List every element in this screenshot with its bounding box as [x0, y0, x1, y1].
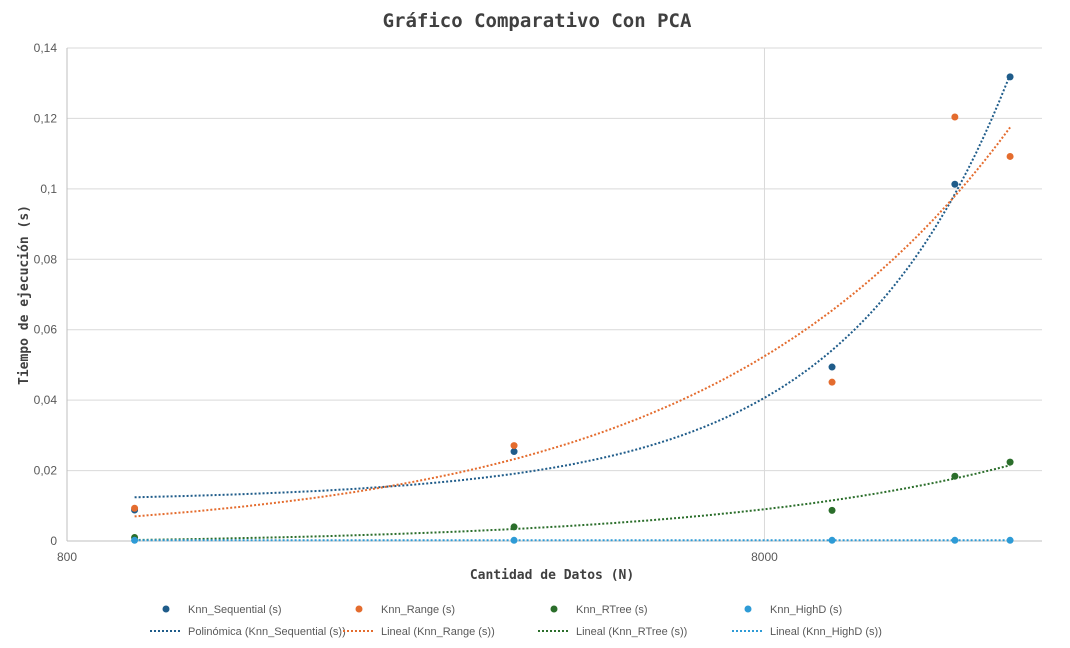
y-tick-labels: 0 0,02 0,04 0,06 0,08 0,1 0,12 0,14	[34, 41, 58, 548]
data-point	[1006, 536, 1014, 544]
data-point	[1006, 458, 1014, 466]
trendline	[134, 126, 1011, 518]
y-tick-label: 0,02	[34, 464, 58, 478]
y-axis-title: Tiempo de ejecución (s)	[17, 205, 32, 385]
legend-trend-label: Lineal (Knn_RTree (s))	[576, 626, 687, 638]
legend-marker	[550, 605, 558, 613]
data-point	[828, 536, 836, 544]
y-tick-label: 0,14	[34, 41, 58, 55]
gridlines	[66, 47, 1042, 542]
legend-label: Knn_HighD (s)	[770, 604, 842, 616]
legend-label: Knn_RTree (s)	[576, 604, 648, 616]
y-tick-label: 0,06	[34, 323, 58, 337]
x-axis-title: Cantidad de Datos (N)	[470, 568, 634, 583]
data-point	[131, 504, 139, 512]
legend-trend-label: Polinómica (Knn_Sequential (s))	[188, 626, 346, 638]
data-point	[828, 506, 836, 514]
data-point	[131, 536, 139, 544]
legend-trend-label: Lineal (Knn_Range (s))	[381, 626, 495, 638]
legend-trend-label: Lineal (Knn_HighD (s))	[770, 626, 882, 638]
y-tick-label: 0,1	[40, 182, 57, 196]
data-point	[510, 448, 518, 456]
legend-marker	[162, 605, 170, 613]
legend-label: Knn_Sequential (s)	[188, 604, 282, 616]
y-tick-label: 0,12	[34, 111, 58, 125]
x-tick-label: 8000	[751, 550, 778, 564]
data-points	[131, 73, 1014, 544]
y-tick-label: 0,08	[34, 252, 58, 266]
data-point	[951, 180, 959, 188]
data-point	[828, 378, 836, 386]
data-point	[1006, 152, 1014, 160]
data-point	[951, 536, 959, 544]
legend-marker	[744, 605, 752, 613]
data-point	[828, 363, 836, 371]
data-point	[510, 442, 518, 450]
data-point	[1006, 73, 1014, 81]
y-tick-label: 0,04	[34, 393, 58, 407]
trendline	[134, 74, 1012, 499]
x-tick-labels: 800 8000	[57, 550, 778, 564]
legend: Knn_Sequential (s) Polinómica (Knn_Sequen…	[150, 604, 882, 638]
data-point	[510, 536, 518, 544]
data-point	[951, 472, 959, 480]
legend-label: Knn_Range (s)	[381, 604, 455, 616]
trendlines	[134, 74, 1012, 542]
data-point	[510, 523, 518, 531]
y-tick-label: 0	[50, 534, 57, 548]
x-tick-label: 800	[57, 550, 77, 564]
chart-title: Gráfico Comparativo Con PCA	[383, 10, 692, 32]
legend-marker	[355, 605, 363, 613]
data-point	[951, 113, 959, 121]
